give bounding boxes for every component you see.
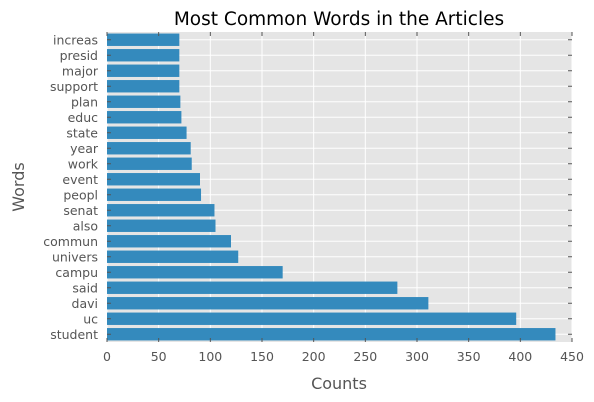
bar-campu	[107, 266, 283, 279]
bar-peopl	[107, 188, 202, 201]
y-tick-label: said	[72, 280, 98, 295]
y-tick-labels: studentucdavisaidcampuuniverscommunalsos…	[43, 32, 99, 342]
x-tick-label: 350	[457, 349, 481, 364]
bar-major	[107, 64, 180, 77]
y-tick-label: state	[66, 125, 98, 140]
bar-support	[107, 80, 180, 93]
y-tick-label: year	[70, 141, 99, 156]
bar-student	[107, 328, 556, 341]
bar-commun	[107, 235, 231, 248]
y-tick-label: plan	[71, 94, 98, 109]
y-tick-label: increas	[53, 32, 98, 47]
bar-presid	[107, 49, 180, 62]
y-tick-label: senat	[63, 203, 98, 218]
y-tick-label: presid	[60, 48, 98, 63]
x-axis-title: Counts	[311, 374, 367, 393]
x-tick-label: 0	[103, 349, 111, 364]
y-tick-label: peopl	[63, 187, 98, 202]
bar-uc	[107, 312, 517, 325]
bar-plan	[107, 95, 181, 108]
bar-increas	[107, 33, 180, 46]
bar-said	[107, 281, 398, 294]
tick-marks	[106, 32, 573, 342]
bar-davi	[107, 297, 429, 310]
y-tick-label: commun	[43, 234, 98, 249]
x-tick-label: 300	[405, 349, 429, 364]
y-tick-label: student	[50, 327, 98, 342]
y-tick-label: davi	[72, 296, 98, 311]
bar-senat	[107, 204, 215, 217]
y-tick-label: work	[68, 156, 99, 171]
y-tick-label: also	[73, 218, 98, 233]
bar-state	[107, 126, 187, 139]
y-axis-title: Words	[9, 162, 28, 211]
y-tick-label: uc	[83, 311, 98, 326]
plot-background	[107, 32, 572, 342]
y-tick-label: educ	[68, 110, 99, 125]
x-tick-label: 100	[198, 349, 222, 364]
y-tick-label: campu	[55, 265, 98, 280]
bars	[107, 33, 556, 341]
x-tick-label: 200	[302, 349, 326, 364]
x-tick-label: 400	[508, 349, 532, 364]
y-tick-label: major	[62, 63, 99, 78]
x-tick-label: 450	[560, 349, 584, 364]
x-tick-label: 50	[151, 349, 167, 364]
x-tick-label: 250	[353, 349, 377, 364]
y-tick-label: univers	[52, 249, 98, 264]
x-tick-label: 150	[250, 349, 274, 364]
x-tick-labels: 0 50 100 150 200 250 300 350 400 450	[103, 349, 584, 364]
bar-educ	[107, 111, 182, 124]
y-tick-label: support	[50, 79, 98, 94]
bar-year	[107, 142, 191, 155]
y-tick-label: event	[62, 172, 98, 187]
bar-also	[107, 219, 216, 232]
bar-event	[107, 173, 200, 186]
chart-title: Most Common Words in the Articles	[174, 9, 504, 30]
bar-work	[107, 157, 192, 170]
bar-univers	[107, 250, 239, 263]
